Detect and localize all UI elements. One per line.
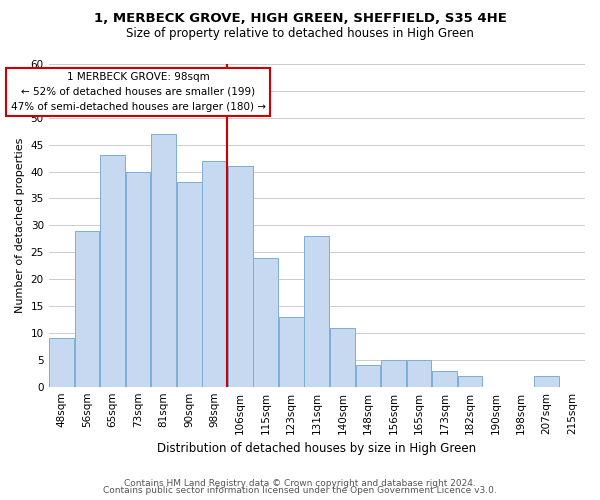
Bar	[151, 134, 176, 386]
Text: 1, MERBECK GROVE, HIGH GREEN, SHEFFIELD, S35 4HE: 1, MERBECK GROVE, HIGH GREEN, SHEFFIELD,…	[94, 12, 506, 26]
Y-axis label: Number of detached properties: Number of detached properties	[15, 138, 25, 313]
Bar	[304, 236, 329, 386]
Bar	[49, 338, 74, 386]
Bar	[458, 376, 482, 386]
X-axis label: Distribution of detached houses by size in High Green: Distribution of detached houses by size …	[157, 442, 476, 455]
Text: Size of property relative to detached houses in High Green: Size of property relative to detached ho…	[126, 28, 474, 40]
Bar	[432, 370, 457, 386]
Bar	[177, 182, 202, 386]
Bar	[330, 328, 355, 386]
Text: Contains public sector information licensed under the Open Government Licence v3: Contains public sector information licen…	[103, 486, 497, 495]
Bar	[202, 161, 227, 386]
Bar	[381, 360, 406, 386]
Bar	[74, 230, 100, 386]
Bar	[279, 317, 304, 386]
Bar	[407, 360, 431, 386]
Bar	[253, 258, 278, 386]
Bar	[125, 172, 151, 386]
Text: Contains HM Land Registry data © Crown copyright and database right 2024.: Contains HM Land Registry data © Crown c…	[124, 478, 476, 488]
Bar	[100, 156, 125, 386]
Bar	[356, 365, 380, 386]
Bar	[535, 376, 559, 386]
Bar	[228, 166, 253, 386]
Text: 1 MERBECK GROVE: 98sqm
← 52% of detached houses are smaller (199)
47% of semi-de: 1 MERBECK GROVE: 98sqm ← 52% of detached…	[11, 72, 266, 112]
